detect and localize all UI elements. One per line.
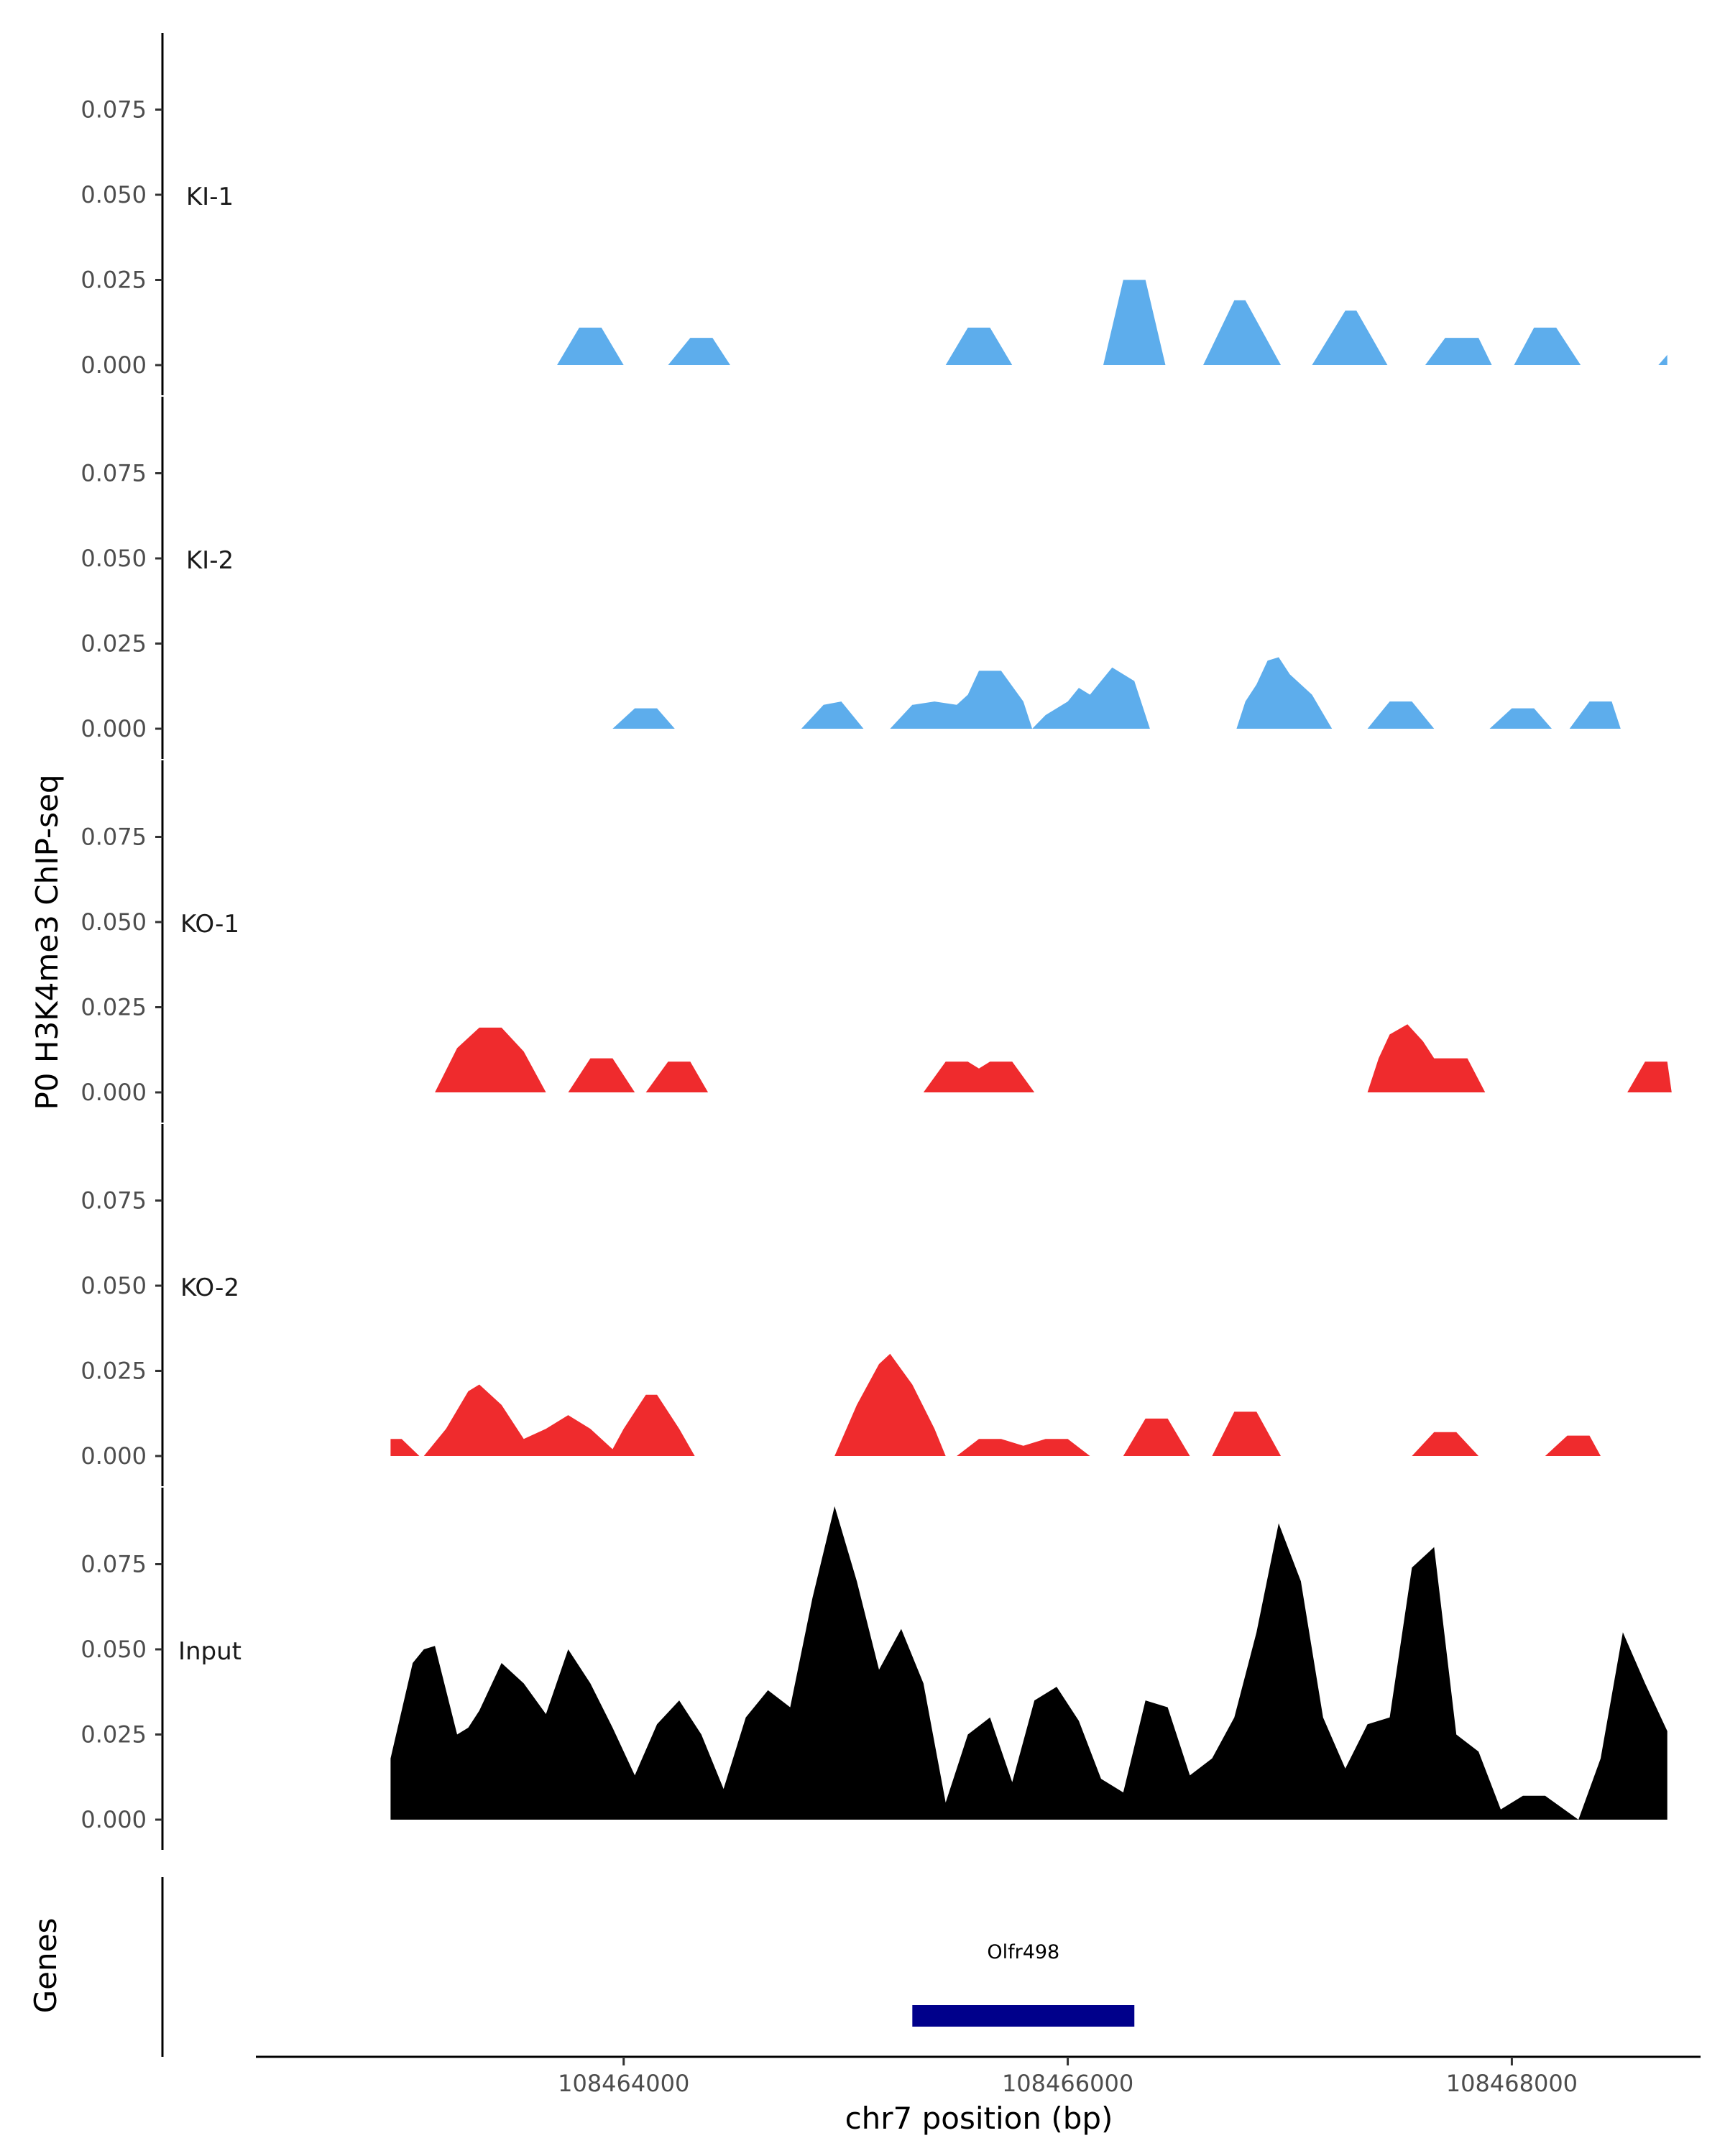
x-tick-label: 108466000 — [1002, 2070, 1133, 2097]
y-tick-label: 0.000 — [80, 351, 147, 379]
y-tick-label: 0.000 — [80, 1079, 147, 1106]
track-input: 0.000 0.025 0.050 0.075 Input — [80, 1488, 1668, 1850]
track-label: KI-1 — [186, 183, 234, 211]
strand-arrow — [913, 2009, 922, 2022]
gene-label: Olfr498 — [987, 1941, 1059, 1963]
y-tick-label: 0.075 — [80, 1187, 147, 1215]
coverage-area — [612, 657, 1621, 729]
y-tick-label: 0.075 — [80, 96, 147, 124]
y-tick-label: 0.050 — [80, 908, 147, 936]
coverage-area — [390, 1353, 1601, 1456]
x-axis-title: chr7 position (bp) — [845, 2101, 1113, 2136]
track-label: KO-2 — [180, 1273, 239, 1302]
y-tick-label: 0.025 — [80, 1358, 147, 1385]
x-tick-label: 108464000 — [558, 2070, 689, 2097]
y-tick-label: 0.025 — [80, 267, 147, 294]
genes-panel: Genes Olfr498 — [28, 1877, 1135, 2057]
strand-arrow — [1068, 2009, 1077, 2022]
strand-arrow — [957, 2009, 967, 2022]
y-tick-label: 0.000 — [80, 715, 147, 742]
track-ki-1: 0.000 0.025 0.050 0.075 KI-1 — [80, 33, 1668, 395]
coverage-area — [435, 1024, 1672, 1092]
track-label: Input — [178, 1637, 242, 1666]
track-ko-1: 0.000 0.025 0.050 0.075 KO-1 — [80, 760, 1672, 1123]
strand-arrow — [1046, 2009, 1056, 2022]
track-label: KO-1 — [180, 910, 239, 939]
strand-arrow — [924, 2009, 934, 2022]
strand-arrow — [1035, 2009, 1044, 2022]
y-tick-label: 0.025 — [80, 630, 147, 658]
strand-arrow — [1024, 2009, 1034, 2022]
tracks-layer: 0.0000.0250.0500.075KI-10.0000.0250.0500… — [80, 33, 1672, 1850]
strand-arrow — [1102, 2009, 1111, 2022]
strand-arrow — [1123, 2009, 1133, 2022]
y-tick-label: 0.050 — [80, 181, 147, 208]
y-tick-label: 0.025 — [80, 994, 147, 1021]
y-tick-label: 0.000 — [80, 1442, 147, 1470]
coverage-area — [390, 1506, 1668, 1820]
y-tick-label: 0.075 — [80, 1551, 147, 1578]
y-tick-label: 0.050 — [80, 1272, 147, 1299]
strand-arrow — [980, 2009, 989, 2022]
x-axis: chr7 position (bp) 108464000 108466000 108… — [256, 2055, 1701, 2136]
x-tick-label: 108468000 — [1446, 2070, 1578, 2097]
y-tick-label: 0.075 — [80, 460, 147, 487]
strand-arrow — [1002, 2009, 1011, 2022]
y-tick-label: 0.025 — [80, 1721, 147, 1749]
y-tick-label: 0.050 — [80, 545, 147, 572]
y-tick-label: 0.075 — [80, 824, 147, 851]
strand-arrow — [968, 2009, 978, 2022]
strand-arrow — [1080, 2009, 1089, 2022]
track-label: KI-2 — [186, 546, 234, 575]
coverage-area — [557, 280, 1668, 365]
strand-arrow — [1057, 2009, 1067, 2022]
track-ko-2: 0.000 0.025 0.050 0.075 KO-2 — [80, 1124, 1601, 1486]
strand-arrow — [1013, 2009, 1022, 2022]
genes-axis-title: Genes — [28, 1918, 63, 2014]
y-tick-label: 0.000 — [80, 1806, 147, 1833]
y-tick-label: 0.050 — [80, 1636, 147, 1663]
gene-body — [912, 2005, 1135, 2027]
y-axis-title: P0 H3K4me3 ChIP-seq — [29, 774, 65, 1110]
strand-arrow — [946, 2009, 956, 2022]
track-ki-2: 0.000 0.025 0.050 0.075 KI-2 — [80, 397, 1621, 759]
strand-arrow — [990, 2009, 1000, 2022]
strand-arrow — [935, 2009, 944, 2022]
strand-arrow — [1113, 2009, 1122, 2022]
strand-arrow — [1090, 2009, 1100, 2022]
